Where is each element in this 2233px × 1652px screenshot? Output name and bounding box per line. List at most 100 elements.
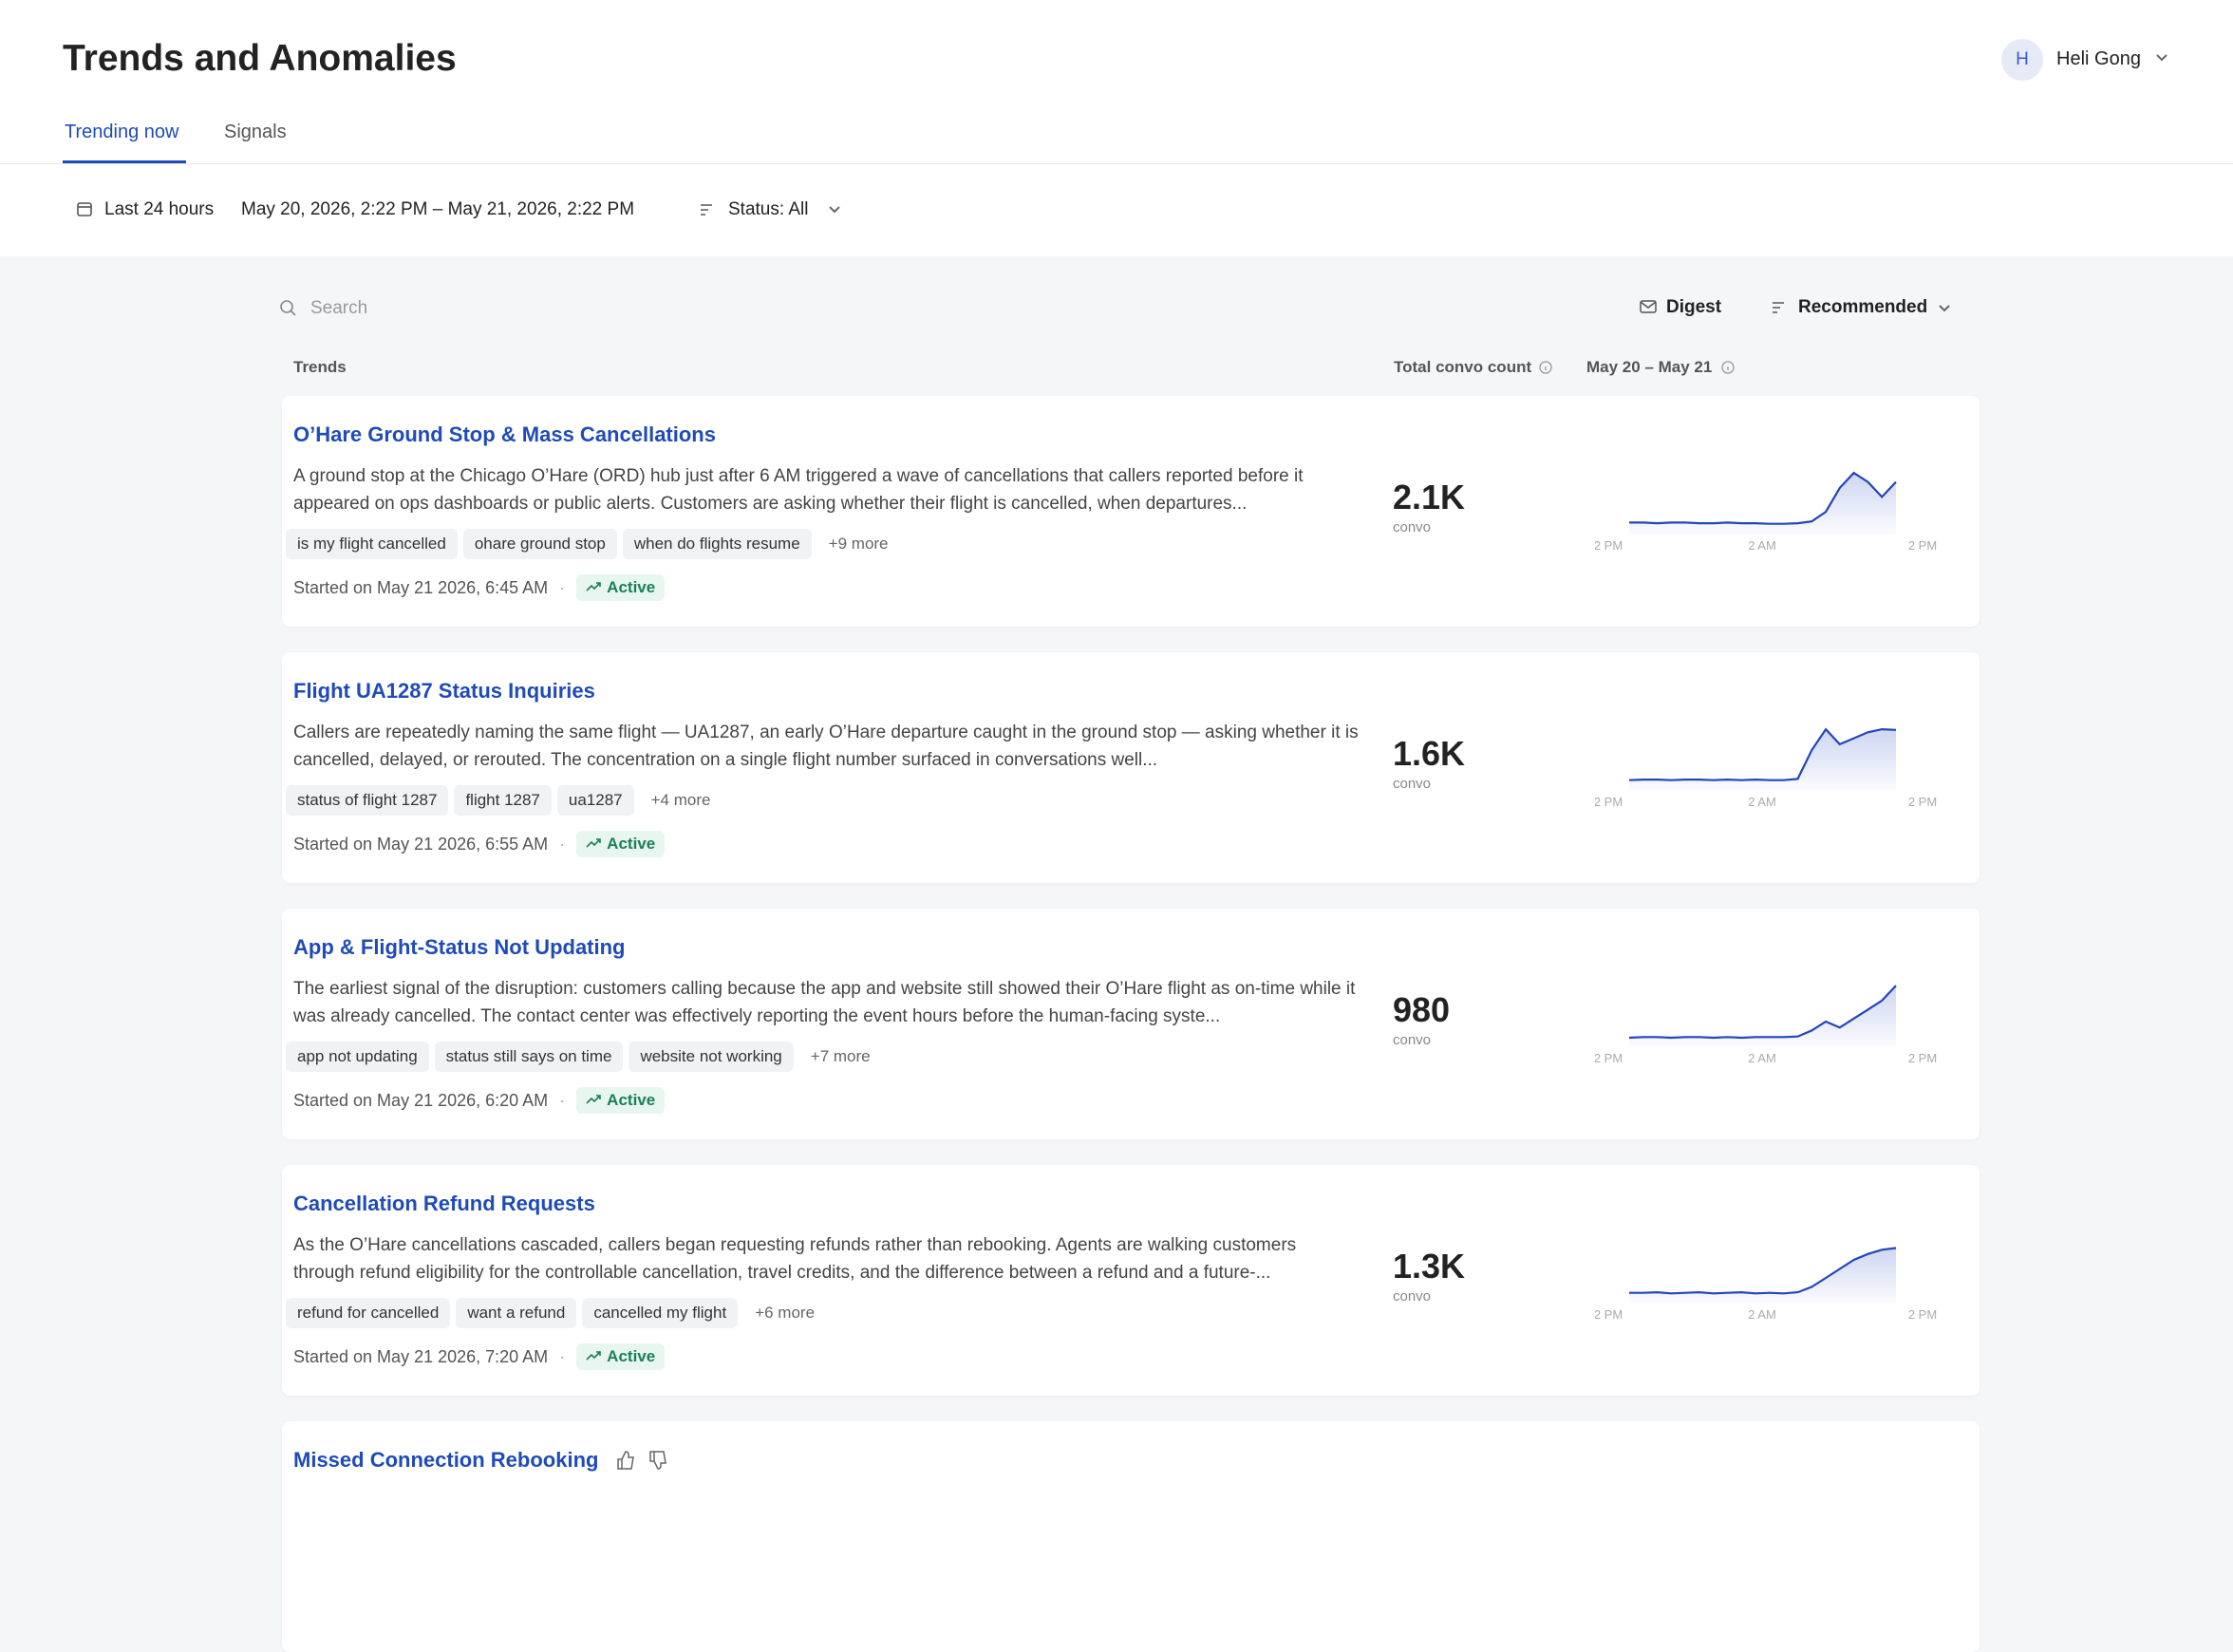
tag-chip[interactable]: +7 more: [810, 1047, 871, 1065]
calendar-icon: [77, 202, 92, 216]
trend-icon: [586, 1351, 601, 1361]
tag-chip[interactable]: +9 more: [828, 535, 889, 553]
sparkline-area: [1629, 1248, 1896, 1304]
trend-icon: [586, 838, 601, 848]
convo-count: 1.6K: [1393, 734, 1466, 773]
info-icon[interactable]: [1720, 360, 1736, 375]
tab[interactable]: Signals: [224, 122, 287, 142]
axis-label: 2 AM: [1748, 1051, 1776, 1065]
tag-chip[interactable]: ohare ground stop: [462, 529, 617, 559]
date-range[interactable]: May 20, 2026, 2:22 PM – May 21, 2026, 2:…: [241, 199, 635, 219]
sort-chevron[interactable]: [1938, 304, 1951, 313]
thumb-down[interactable]: [649, 1451, 666, 1470]
convo-count: 2.1K: [1393, 478, 1466, 516]
trend-arrow: [586, 1095, 601, 1104]
axis-label: 2 PM: [1908, 1051, 1937, 1065]
avatar[interactable]: H: [2001, 39, 2043, 81]
tag-row: refund for cancelled want a refund cancell…: [286, 1298, 826, 1328]
tag-chip[interactable]: refund for cancelled: [286, 1298, 451, 1328]
tag-chip[interactable]: website not working: [629, 1042, 794, 1072]
tag-chip[interactable]: status still says on time: [434, 1042, 624, 1072]
trend-description: The earliest signal of the disruption: c…: [293, 979, 1356, 1026]
user-chevron[interactable]: [2155, 53, 2168, 63]
tag-chip[interactable]: +6 more: [755, 1304, 816, 1322]
thumb-up[interactable]: [617, 1451, 634, 1470]
divider: [0, 163, 2233, 164]
info-icon[interactable]: [1538, 360, 1553, 375]
status-text: Active: [607, 1347, 656, 1365]
started-date: Started on May 21 2026, 7:20 AM: [293, 1346, 549, 1366]
tag-chip[interactable]: want a refund: [456, 1298, 577, 1328]
user-name[interactable]: Heli Gong: [2056, 48, 2141, 69]
column-header: Total convo count: [1394, 358, 1532, 376]
convo-unit: convo: [1393, 519, 1432, 535]
separator-dot: ·: [559, 834, 566, 854]
sparkline-chart: 2 PM 2 AM 2 PM: [1595, 985, 1937, 1065]
trend-icon: [586, 1095, 601, 1104]
sort-button[interactable]: Recommended: [1798, 297, 1928, 317]
trend-title[interactable]: Missed Connection Rebooking: [293, 1448, 599, 1472]
column-header: Trends: [293, 358, 347, 376]
axis-label: 2 PM: [1595, 795, 1623, 809]
axis-label: 2 PM: [1595, 1051, 1623, 1065]
mail-icon: [1640, 300, 1657, 313]
axis-label: 2 PM: [1595, 538, 1623, 553]
sparkline-line: [1629, 471, 1897, 525]
tag-chip[interactable]: when do flights resume: [622, 529, 812, 559]
separator-dot: ·: [559, 1346, 566, 1366]
trend-arrow: [586, 838, 601, 848]
trend-description: Callers are repeatedly naming the same f…: [293, 723, 1359, 770]
trend-description: As the O’Hare cancellations cascaded, ca…: [293, 1235, 1297, 1283]
status-badge: Active: [576, 574, 666, 601]
started-date: Started on May 21 2026, 6:55 AM: [293, 834, 549, 854]
tab-active[interactable]: Trending now: [65, 122, 179, 142]
axis-label: 2 AM: [1748, 795, 1776, 809]
tag-chip[interactable]: status of flight 1287: [286, 785, 449, 816]
started-date: Started on May 21 2026, 6:45 AM: [293, 577, 549, 597]
tag-row: status of flight 1287 flight 1287 ua1287 +4…: [286, 785, 722, 816]
feedback-icons[interactable]: [615, 1450, 672, 1471]
status-chevron[interactable]: [828, 205, 841, 215]
status-text: Active: [607, 835, 656, 853]
status-text: Active: [607, 578, 656, 596]
range-filter[interactable]: Last 24 hours: [104, 199, 215, 219]
sparkline-line: [1628, 727, 1897, 781]
page: Trends and Anomalies H Heli Gong Trendin…: [0, 38, 2233, 1472]
trend-title[interactable]: Cancellation Refund Requests: [293, 1192, 595, 1215]
search-icon: [280, 300, 296, 316]
status-badge: Active: [576, 831, 666, 857]
trend-card: Cancellation Refund Requests As the O’Har…: [282, 1165, 1980, 1396]
trend-title[interactable]: Flight UA1287 Status Inquiries: [293, 679, 595, 703]
status-filter[interactable]: Status: All: [728, 199, 809, 219]
tag-chip[interactable]: +4 more: [650, 791, 711, 809]
trend-title[interactable]: O’Hare Ground Stop & Mass Cancellations: [293, 422, 716, 446]
tag-chip[interactable]: ua1287: [556, 785, 634, 816]
trend-description: A ground stop at the Chicago O’Hare (ORD…: [293, 466, 1304, 514]
axis-label: 2 PM: [1908, 538, 1937, 553]
axis-label: 2 PM: [1908, 795, 1937, 809]
filter-icon: [701, 204, 712, 216]
tag-chip[interactable]: app not updating: [286, 1042, 429, 1072]
search-input[interactable]: Search: [310, 298, 368, 318]
sparkline-line: [1628, 985, 1897, 1040]
separator-dot: ·: [559, 1090, 566, 1110]
tag-chip[interactable]: is my flight cancelled: [286, 529, 458, 559]
tag-chip[interactable]: cancelled my flight: [582, 1298, 739, 1328]
digest-button[interactable]: Digest: [1666, 297, 1722, 317]
trend-card: Missed Connection Rebooking: [282, 1421, 1980, 1652]
trend-title[interactable]: App & Flight-Status Not Updating: [293, 935, 626, 959]
sparkline-line: [1629, 1247, 1897, 1295]
tag-chip[interactable]: flight 1287: [454, 785, 552, 816]
tag-row: app not updating status still says on tim…: [286, 1042, 882, 1072]
started-row: Started on May 21 2026, 6:55 AM · Active: [293, 831, 666, 857]
page-title: Trends and Anomalies: [63, 38, 457, 79]
sparkline-area: [1629, 986, 1896, 1047]
tab-underline: [63, 160, 186, 163]
column-header: May 20 – May 21: [1586, 358, 1713, 376]
trend-arrow: [586, 1351, 601, 1361]
tag-row: is my flight cancelled ohare ground stop w…: [286, 529, 900, 559]
sort-icon: [1773, 302, 1784, 313]
sparkline-chart: 2 PM 2 AM 2 PM: [1595, 1247, 1937, 1322]
status-badge: Active: [576, 1343, 666, 1370]
status-badge: Active: [576, 1087, 666, 1114]
